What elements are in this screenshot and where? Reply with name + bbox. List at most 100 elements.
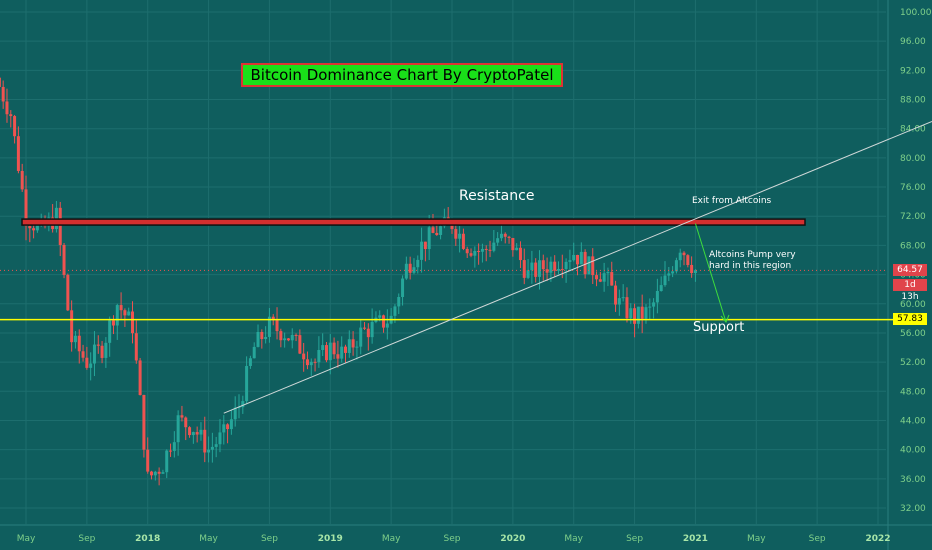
candle-body: [237, 407, 241, 409]
candle-body: [165, 450, 169, 473]
candle-body: [233, 407, 237, 420]
exit-altcoins-label: Exit from Altcoins: [692, 196, 772, 206]
candle-body: [104, 342, 108, 358]
candle-body: [461, 233, 465, 249]
candle-body: [522, 260, 526, 278]
candle-body: [195, 432, 199, 435]
support-label: Support: [693, 320, 745, 335]
candle-body: [439, 226, 443, 235]
candle-body: [241, 401, 245, 408]
candle-body: [58, 207, 62, 245]
candle-body: [404, 263, 408, 279]
candle-body: [142, 395, 146, 450]
candle-body: [108, 320, 112, 343]
candle-body: [518, 247, 522, 261]
candle-body: [70, 310, 74, 343]
candle-body: [62, 244, 66, 275]
candle-body: [382, 315, 386, 328]
candle-body: [397, 297, 401, 307]
candle-body: [111, 320, 115, 326]
candle-body: [302, 353, 306, 360]
y-tick-label: 36.00: [900, 475, 926, 485]
y-tick-label: 72.00: [900, 212, 926, 222]
candle-body: [484, 248, 488, 250]
candle-body: [511, 237, 515, 251]
x-tick-label: Sep: [809, 534, 826, 544]
candle-body: [344, 346, 347, 353]
candle-body: [127, 311, 131, 316]
candle-countdown-tag: 1d 13h: [893, 279, 927, 302]
y-tick-label: 40.00: [900, 446, 926, 456]
altcoins-pump-label: Altcoins Pump very hard in this region: [709, 250, 796, 271]
candle-body: [423, 241, 427, 250]
y-tick-label: 48.00: [900, 387, 926, 397]
candle-body: [275, 320, 279, 332]
candle-body: [652, 302, 656, 307]
candle-body: [188, 427, 192, 436]
candle-body: [602, 273, 606, 282]
trend-line: [223, 120, 932, 414]
candle-body: [568, 260, 572, 262]
candle-body: [191, 432, 195, 436]
candle-body: [176, 415, 180, 443]
candle-body: [256, 332, 260, 347]
candle-body: [169, 450, 173, 452]
candle-body: [496, 238, 500, 243]
candle-body: [248, 358, 252, 366]
candle-body: [20, 170, 24, 190]
candle-body: [309, 361, 313, 366]
candle-body: [271, 316, 275, 321]
y-tick-label: 44.00: [900, 416, 926, 426]
candle-body: [85, 357, 89, 368]
x-tick-label: Sep: [261, 534, 278, 544]
candle-body: [477, 250, 481, 252]
candle-body: [393, 306, 397, 316]
candle-body: [427, 227, 431, 250]
candle-body: [351, 339, 355, 348]
candle-body: [134, 333, 138, 361]
pump-arrow-head: [720, 314, 730, 323]
candle-body: [564, 261, 568, 270]
candle-body: [336, 354, 340, 359]
y-tick-label: 56.00: [900, 329, 926, 339]
candle-body: [207, 449, 211, 453]
candle-body: [199, 429, 203, 435]
candle-body: [184, 417, 188, 428]
x-tick-label: Sep: [78, 534, 95, 544]
candle-body: [119, 305, 123, 311]
candle-body: [96, 344, 100, 346]
candle-body: [115, 305, 119, 326]
candle-body: [469, 253, 473, 256]
candle-body: [9, 114, 13, 117]
x-tick-label: 2021: [683, 534, 708, 544]
candle-body: [317, 350, 321, 363]
candle-body: [492, 242, 496, 251]
candle-body: [560, 268, 564, 270]
candle-body: [526, 270, 530, 278]
candle-body: [264, 336, 268, 340]
candle-body: [385, 323, 389, 328]
candle-body: [408, 263, 412, 273]
candle-body: [222, 424, 226, 433]
candle-body: [13, 116, 17, 137]
candle-body: [499, 233, 503, 239]
candle-body: [226, 424, 230, 430]
candle-body: [32, 228, 36, 231]
candle-body: [252, 346, 256, 359]
candle-body: [378, 315, 382, 318]
candle-body: [305, 359, 309, 366]
candle-body: [488, 249, 492, 251]
y-tick-label: 52.00: [900, 358, 926, 368]
candle-body: [671, 271, 675, 274]
candle-body: [458, 233, 462, 239]
candle-body: [549, 261, 553, 273]
candle-body: [245, 365, 249, 402]
candle-body: [667, 273, 671, 276]
candle-body: [629, 308, 633, 319]
candle-body: [161, 472, 165, 474]
candle-body: [138, 360, 142, 396]
candle-body: [150, 471, 154, 476]
candle-body: [355, 346, 359, 348]
